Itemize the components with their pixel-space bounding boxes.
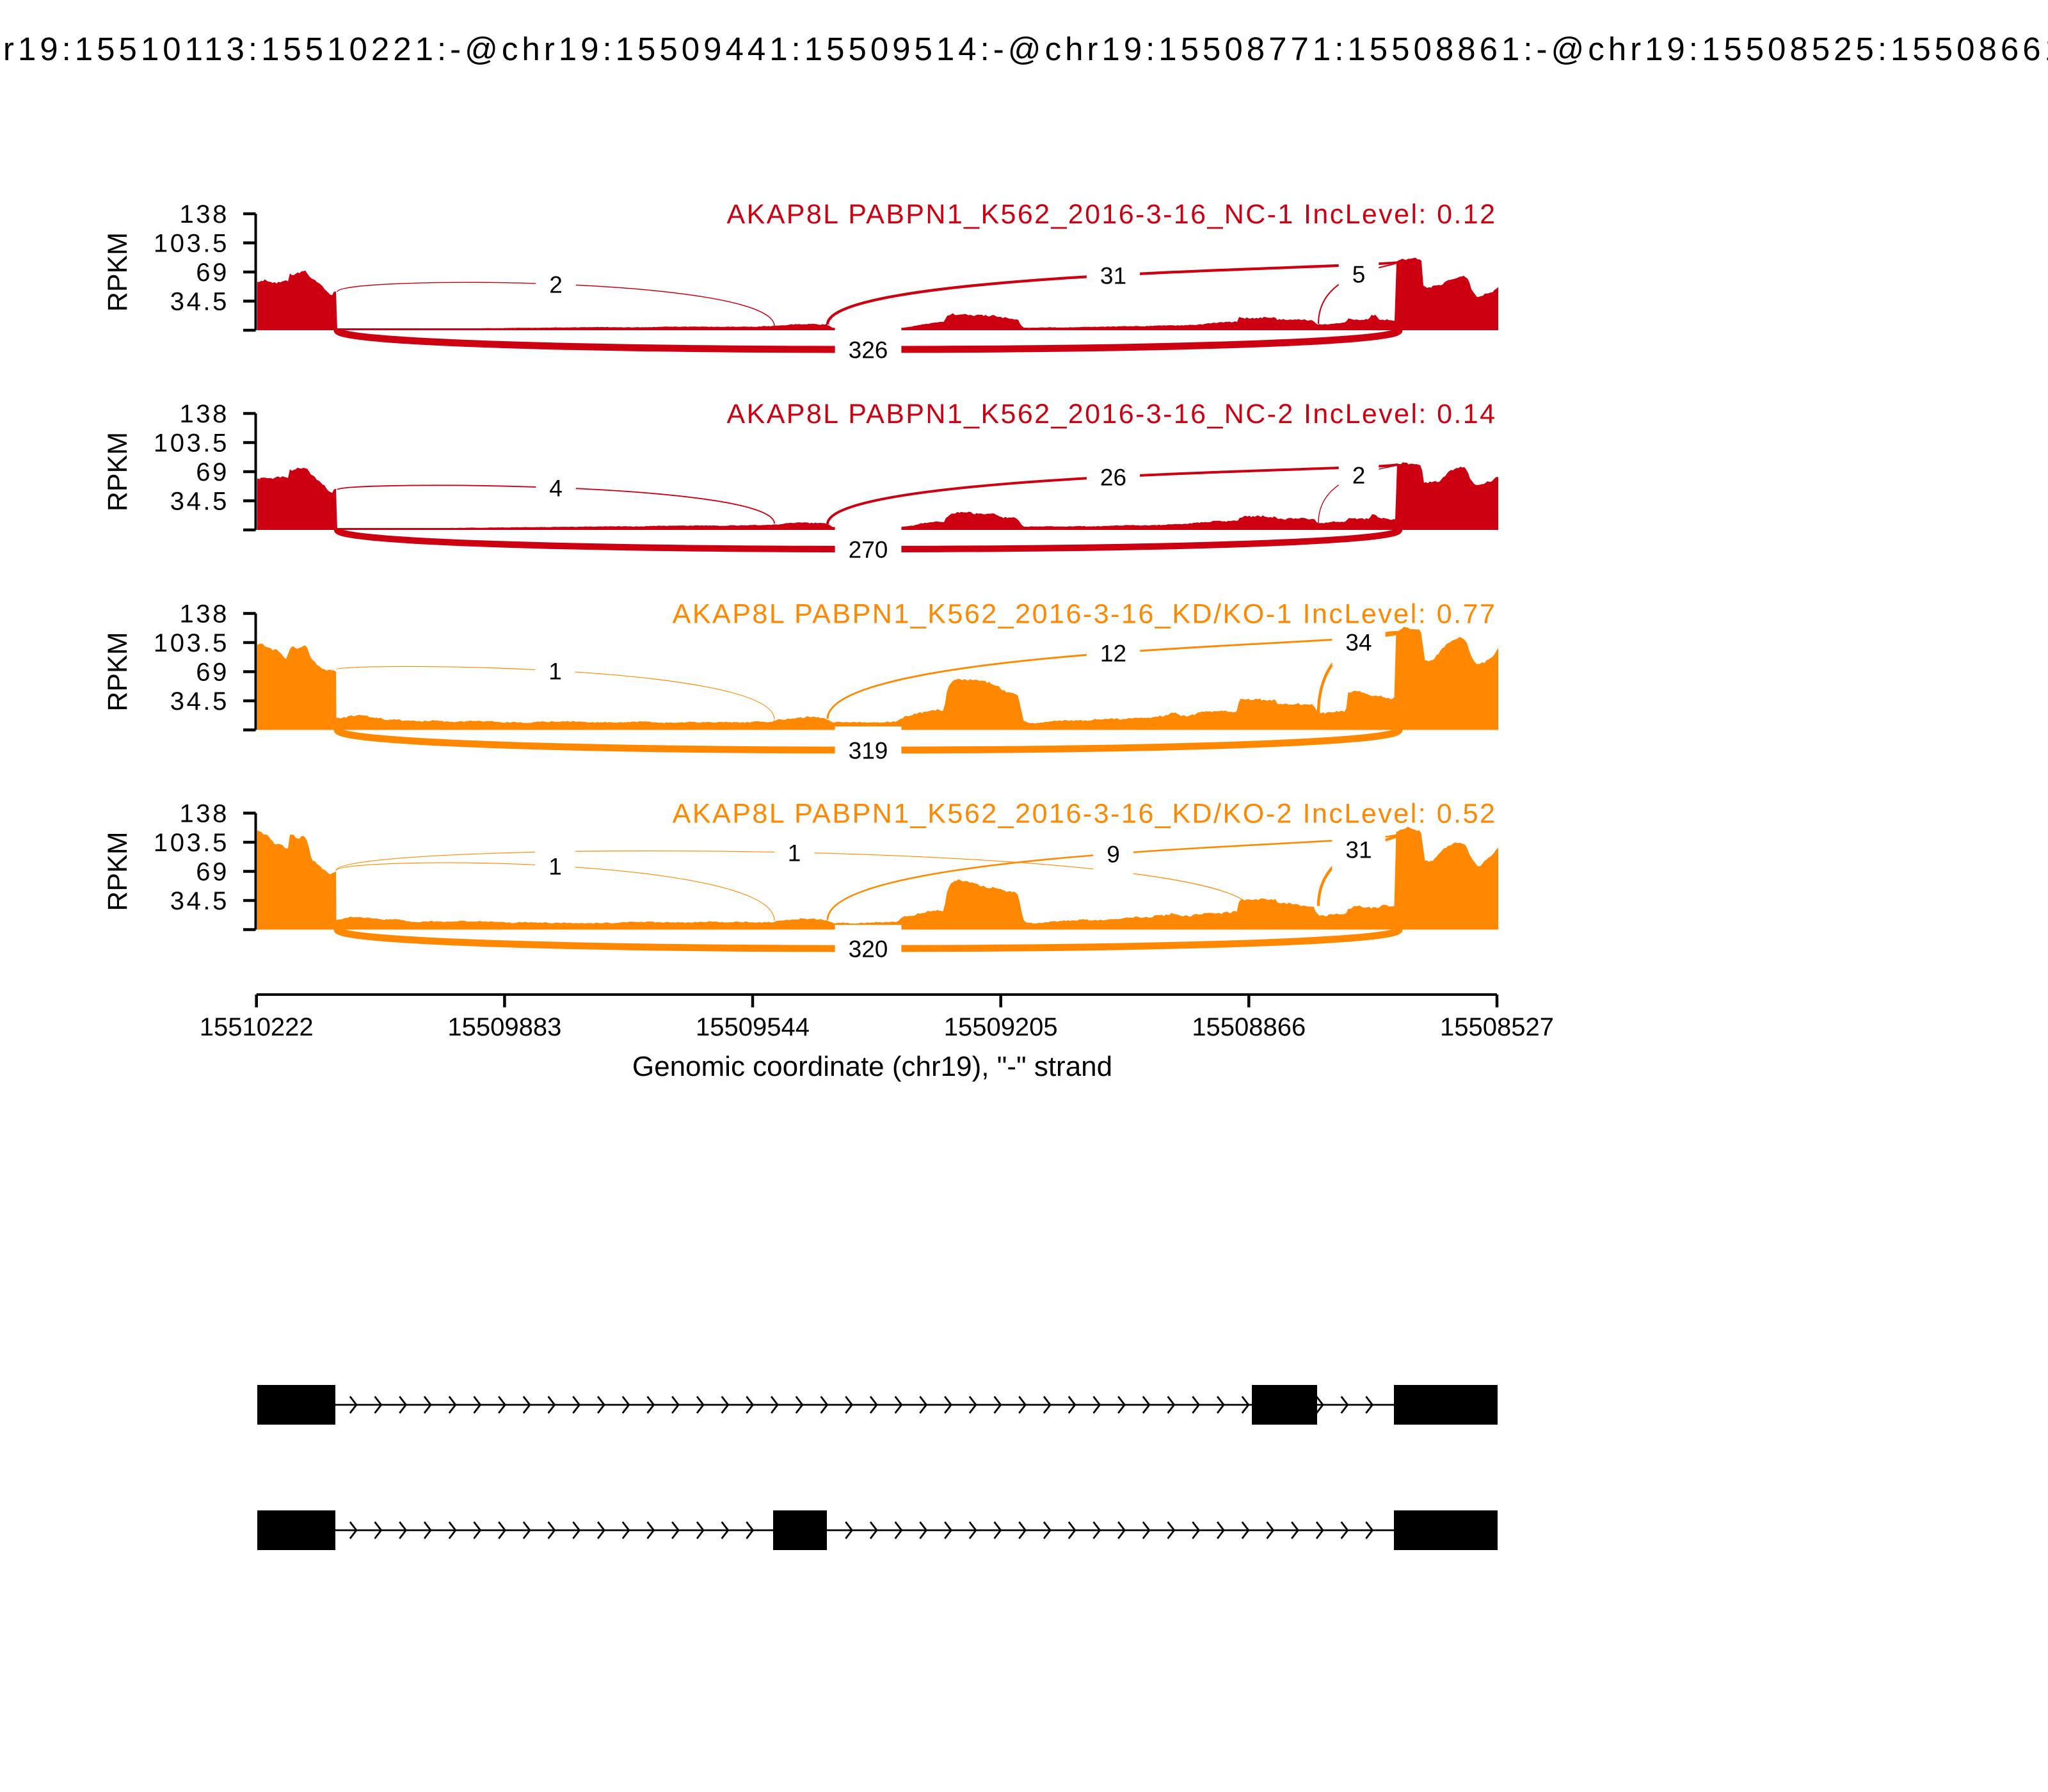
svg-text:15508527: 15508527 <box>1440 1013 1554 1041</box>
svg-text:1: 1 <box>548 659 562 685</box>
svg-text:AKAP8L PABPN1_K562_2016-3-16_N: AKAP8L PABPN1_K562_2016-3-16_NC-1 IncLev… <box>727 199 1497 230</box>
svg-text:69: 69 <box>196 858 229 886</box>
svg-text:103.5: 103.5 <box>154 629 229 657</box>
svg-text:RPKM: RPKM <box>102 432 133 511</box>
svg-text:chr19:15510113:15510221:-@chr1: chr19:15510113:15510221:-@chr19:15509441… <box>0 31 2048 67</box>
svg-text:2: 2 <box>1352 463 1366 489</box>
svg-text:34.5: 34.5 <box>170 488 229 516</box>
svg-text:34: 34 <box>1345 630 1372 656</box>
svg-text:AKAP8L PABPN1_K562_2016-3-16_K: AKAP8L PABPN1_K562_2016-3-16_KD/KO-2 Inc… <box>673 799 1497 829</box>
svg-text:34.5: 34.5 <box>170 288 229 316</box>
svg-text:RPKM: RPKM <box>102 632 133 711</box>
svg-text:15509883: 15509883 <box>447 1013 561 1041</box>
svg-text:69: 69 <box>196 659 229 687</box>
svg-text:5: 5 <box>1352 262 1366 288</box>
svg-text:270: 270 <box>849 537 888 563</box>
svg-text:1: 1 <box>548 854 562 880</box>
svg-text:138: 138 <box>179 200 229 228</box>
svg-text:RPKM: RPKM <box>102 831 133 911</box>
svg-text:26: 26 <box>1100 465 1126 491</box>
svg-text:138: 138 <box>179 400 229 428</box>
svg-text:103.5: 103.5 <box>154 429 229 458</box>
svg-text:15509205: 15509205 <box>944 1013 1058 1041</box>
svg-text:320: 320 <box>849 936 888 963</box>
svg-text:9: 9 <box>1107 842 1120 868</box>
svg-text:326: 326 <box>849 337 888 364</box>
svg-text:69: 69 <box>196 259 229 287</box>
svg-text:31: 31 <box>1345 837 1372 863</box>
svg-text:15508866: 15508866 <box>1192 1013 1306 1041</box>
svg-text:AKAP8L PABPN1_K562_2016-3-16_N: AKAP8L PABPN1_K562_2016-3-16_NC-2 IncLev… <box>727 399 1497 429</box>
svg-text:103.5: 103.5 <box>154 829 229 857</box>
svg-text:2: 2 <box>549 272 563 298</box>
svg-text:319: 319 <box>849 738 888 764</box>
svg-text:1: 1 <box>788 840 801 867</box>
svg-text:RPKM: RPKM <box>102 232 133 312</box>
svg-text:AKAP8L PABPN1_K562_2016-3-16_K: AKAP8L PABPN1_K562_2016-3-16_KD/KO-1 Inc… <box>673 599 1497 630</box>
svg-text:103.5: 103.5 <box>154 230 229 258</box>
svg-text:15509544: 15509544 <box>696 1013 810 1041</box>
svg-text:31: 31 <box>1100 263 1126 289</box>
svg-text:Genomic coordinate (chr19), "-: Genomic coordinate (chr19), "-" strand <box>632 1051 1112 1082</box>
svg-text:138: 138 <box>179 800 229 828</box>
svg-text:34.5: 34.5 <box>170 887 229 915</box>
svg-text:15510222: 15510222 <box>200 1013 314 1041</box>
svg-text:4: 4 <box>549 476 563 502</box>
svg-text:12: 12 <box>1100 641 1126 667</box>
svg-text:34.5: 34.5 <box>170 687 229 716</box>
svg-text:69: 69 <box>196 458 229 486</box>
svg-text:138: 138 <box>179 600 229 628</box>
